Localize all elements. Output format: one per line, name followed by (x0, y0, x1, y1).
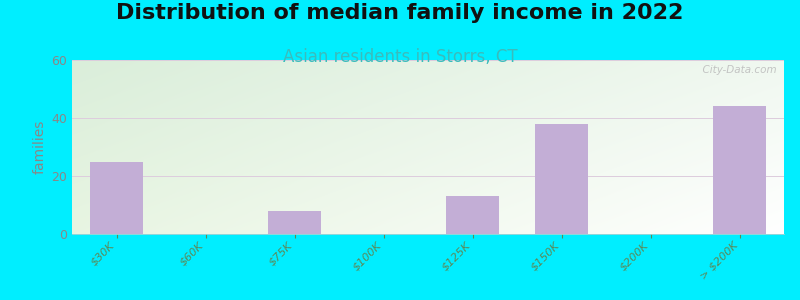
Y-axis label: families: families (33, 120, 47, 174)
Bar (90, 161, 143, 234)
Text: Asian residents in Storrs, CT: Asian residents in Storrs, CT (282, 48, 518, 66)
Text: Distribution of median family income in 2022: Distribution of median family income in … (116, 3, 684, 23)
Text: City-Data.com: City-Data.com (696, 65, 777, 75)
Bar (268, 211, 321, 234)
Bar (534, 124, 588, 234)
Bar (713, 106, 766, 234)
Bar (446, 196, 499, 234)
